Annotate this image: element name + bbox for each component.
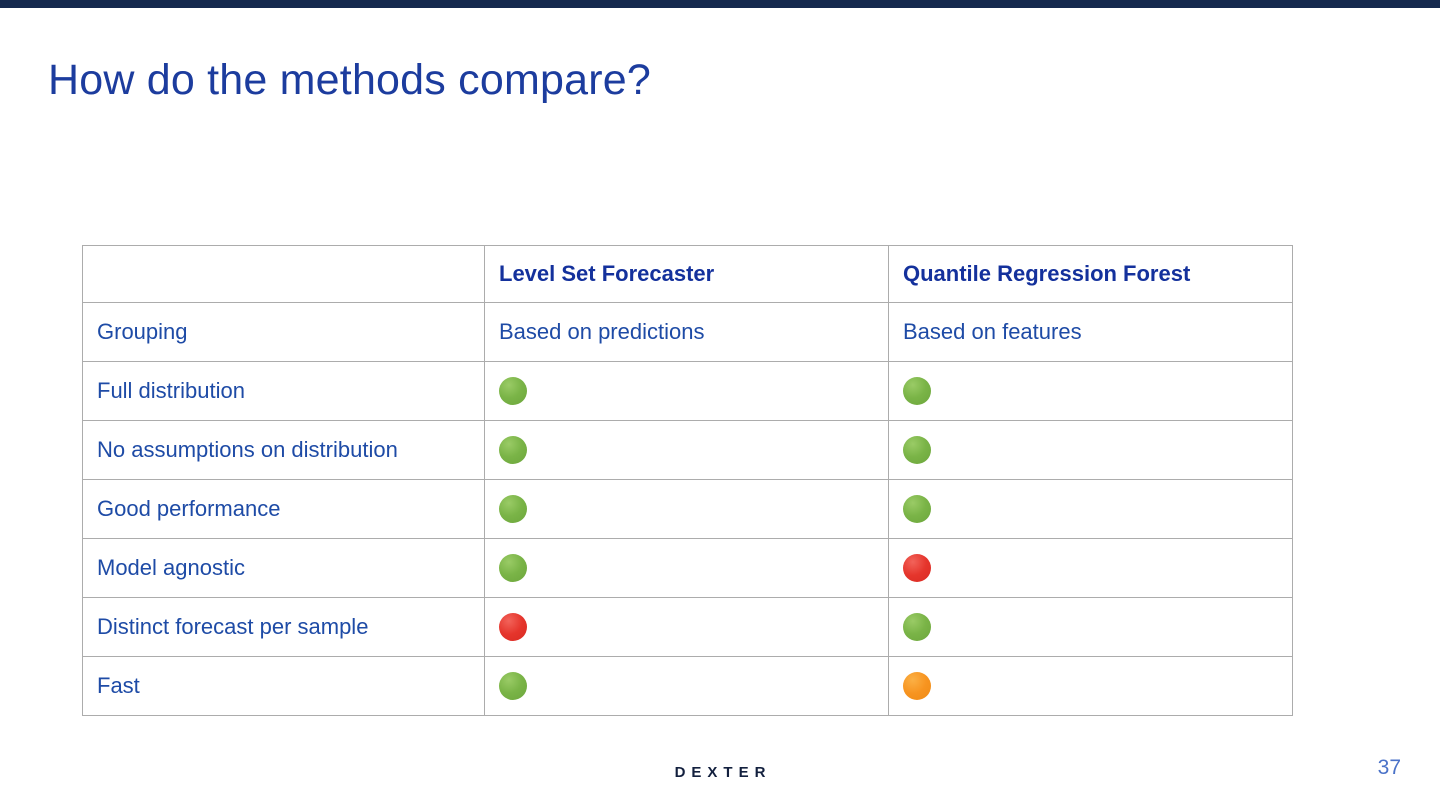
comparison-table: Level Set Forecaster Quantile Regression…: [82, 245, 1293, 716]
lsf-cell: [484, 479, 889, 539]
lsf-cell: [484, 597, 889, 657]
green-dot-icon: [499, 377, 527, 406]
row-label: No assumptions on distribution: [82, 420, 485, 480]
row-label: Full distribution: [82, 361, 485, 421]
qrf-cell: [888, 538, 1293, 598]
row-label: Fast: [82, 656, 485, 716]
qrf-cell: [888, 656, 1293, 716]
green-dot-icon: [903, 613, 931, 642]
green-dot-icon: [903, 377, 931, 406]
lsf-cell: Based on predictions: [484, 302, 889, 362]
lsf-cell: [484, 538, 889, 598]
table-row: No assumptions on distribution: [82, 420, 1293, 480]
page-title: How do the methods compare?: [48, 56, 651, 104]
table-row: Good performance: [82, 479, 1293, 539]
row-label: Model agnostic: [82, 538, 485, 598]
lsf-cell: [484, 361, 889, 421]
header-empty-cell: [82, 245, 485, 303]
lsf-cell: [484, 656, 889, 716]
row-label: Good performance: [82, 479, 485, 539]
qrf-cell: [888, 597, 1293, 657]
table-row: Full distribution: [82, 361, 1293, 421]
qrf-cell: [888, 420, 1293, 480]
table-header-row: Level Set Forecaster Quantile Regression…: [82, 245, 1293, 303]
red-dot-icon: [903, 554, 931, 583]
orange-dot-icon: [903, 672, 931, 701]
top-accent-bar: [0, 0, 1440, 8]
table-row: Grouping Based on predictions Based on fea…: [82, 302, 1293, 362]
lsf-cell: [484, 420, 889, 480]
table-row: Fast: [82, 656, 1293, 716]
green-dot-icon: [499, 672, 527, 701]
qrf-cell: Based on features: [888, 302, 1293, 362]
green-dot-icon: [903, 495, 931, 524]
table-row: Model agnostic: [82, 538, 1293, 598]
row-label: Grouping: [82, 302, 485, 362]
table-row: Distinct forecast per sample: [82, 597, 1293, 657]
green-dot-icon: [499, 495, 527, 524]
green-dot-icon: [499, 436, 527, 465]
header-level-set-forecaster: Level Set Forecaster: [484, 245, 889, 303]
header-quantile-regression-forest: Quantile Regression Forest: [888, 245, 1293, 303]
page-number: 37: [1377, 756, 1401, 779]
dexter-logo: DEXTER: [674, 764, 772, 781]
green-dot-icon: [499, 554, 527, 583]
row-label: Distinct forecast per sample: [82, 597, 485, 657]
qrf-cell: [888, 479, 1293, 539]
green-dot-icon: [903, 436, 931, 465]
qrf-cell: [888, 361, 1293, 421]
red-dot-icon: [499, 613, 527, 642]
